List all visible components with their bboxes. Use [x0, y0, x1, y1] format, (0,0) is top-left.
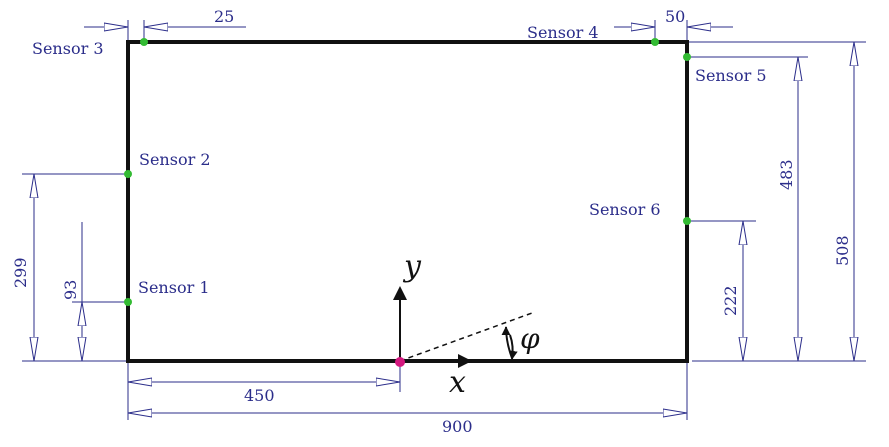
dim-label-25: 25 — [214, 7, 234, 26]
sensor-4-dot — [651, 38, 659, 46]
sensor-5-label: Sensor 5 — [695, 66, 767, 85]
dim-label-508: 508 — [833, 235, 852, 266]
sensor-2-label: Sensor 2 — [139, 150, 211, 169]
dim-label-222: 222 — [721, 285, 740, 316]
y-axis-label: y — [402, 249, 422, 284]
sensor-1-label: Sensor 1 — [138, 278, 210, 297]
dim-label-50: 50 — [665, 7, 685, 26]
sensor-2-dot — [124, 170, 132, 178]
phi-direction-line — [399, 312, 533, 362]
dim-label-483: 483 — [777, 159, 796, 190]
phi-label: φ — [520, 322, 540, 355]
sensor-5-dot — [683, 53, 691, 61]
sensor-1-dot — [124, 298, 132, 306]
phi-angle-arc-lower — [508, 334, 518, 360]
sensor-6-dot — [683, 217, 691, 225]
sensor-3-dot — [140, 38, 148, 46]
origin-point — [395, 357, 405, 367]
sensor-3-label: Sensor 3 — [32, 39, 104, 58]
dimension-lines — [34, 27, 854, 413]
dim-label-299: 299 — [11, 257, 30, 288]
dim-label-900: 900 — [442, 417, 473, 436]
sensor-4-label: Sensor 4 — [527, 23, 599, 42]
dim-label-450: 450 — [244, 386, 275, 405]
x-axis-label: x — [449, 365, 466, 400]
sensor-6-label: Sensor 6 — [589, 200, 661, 219]
dim-label-93: 93 — [61, 280, 80, 300]
